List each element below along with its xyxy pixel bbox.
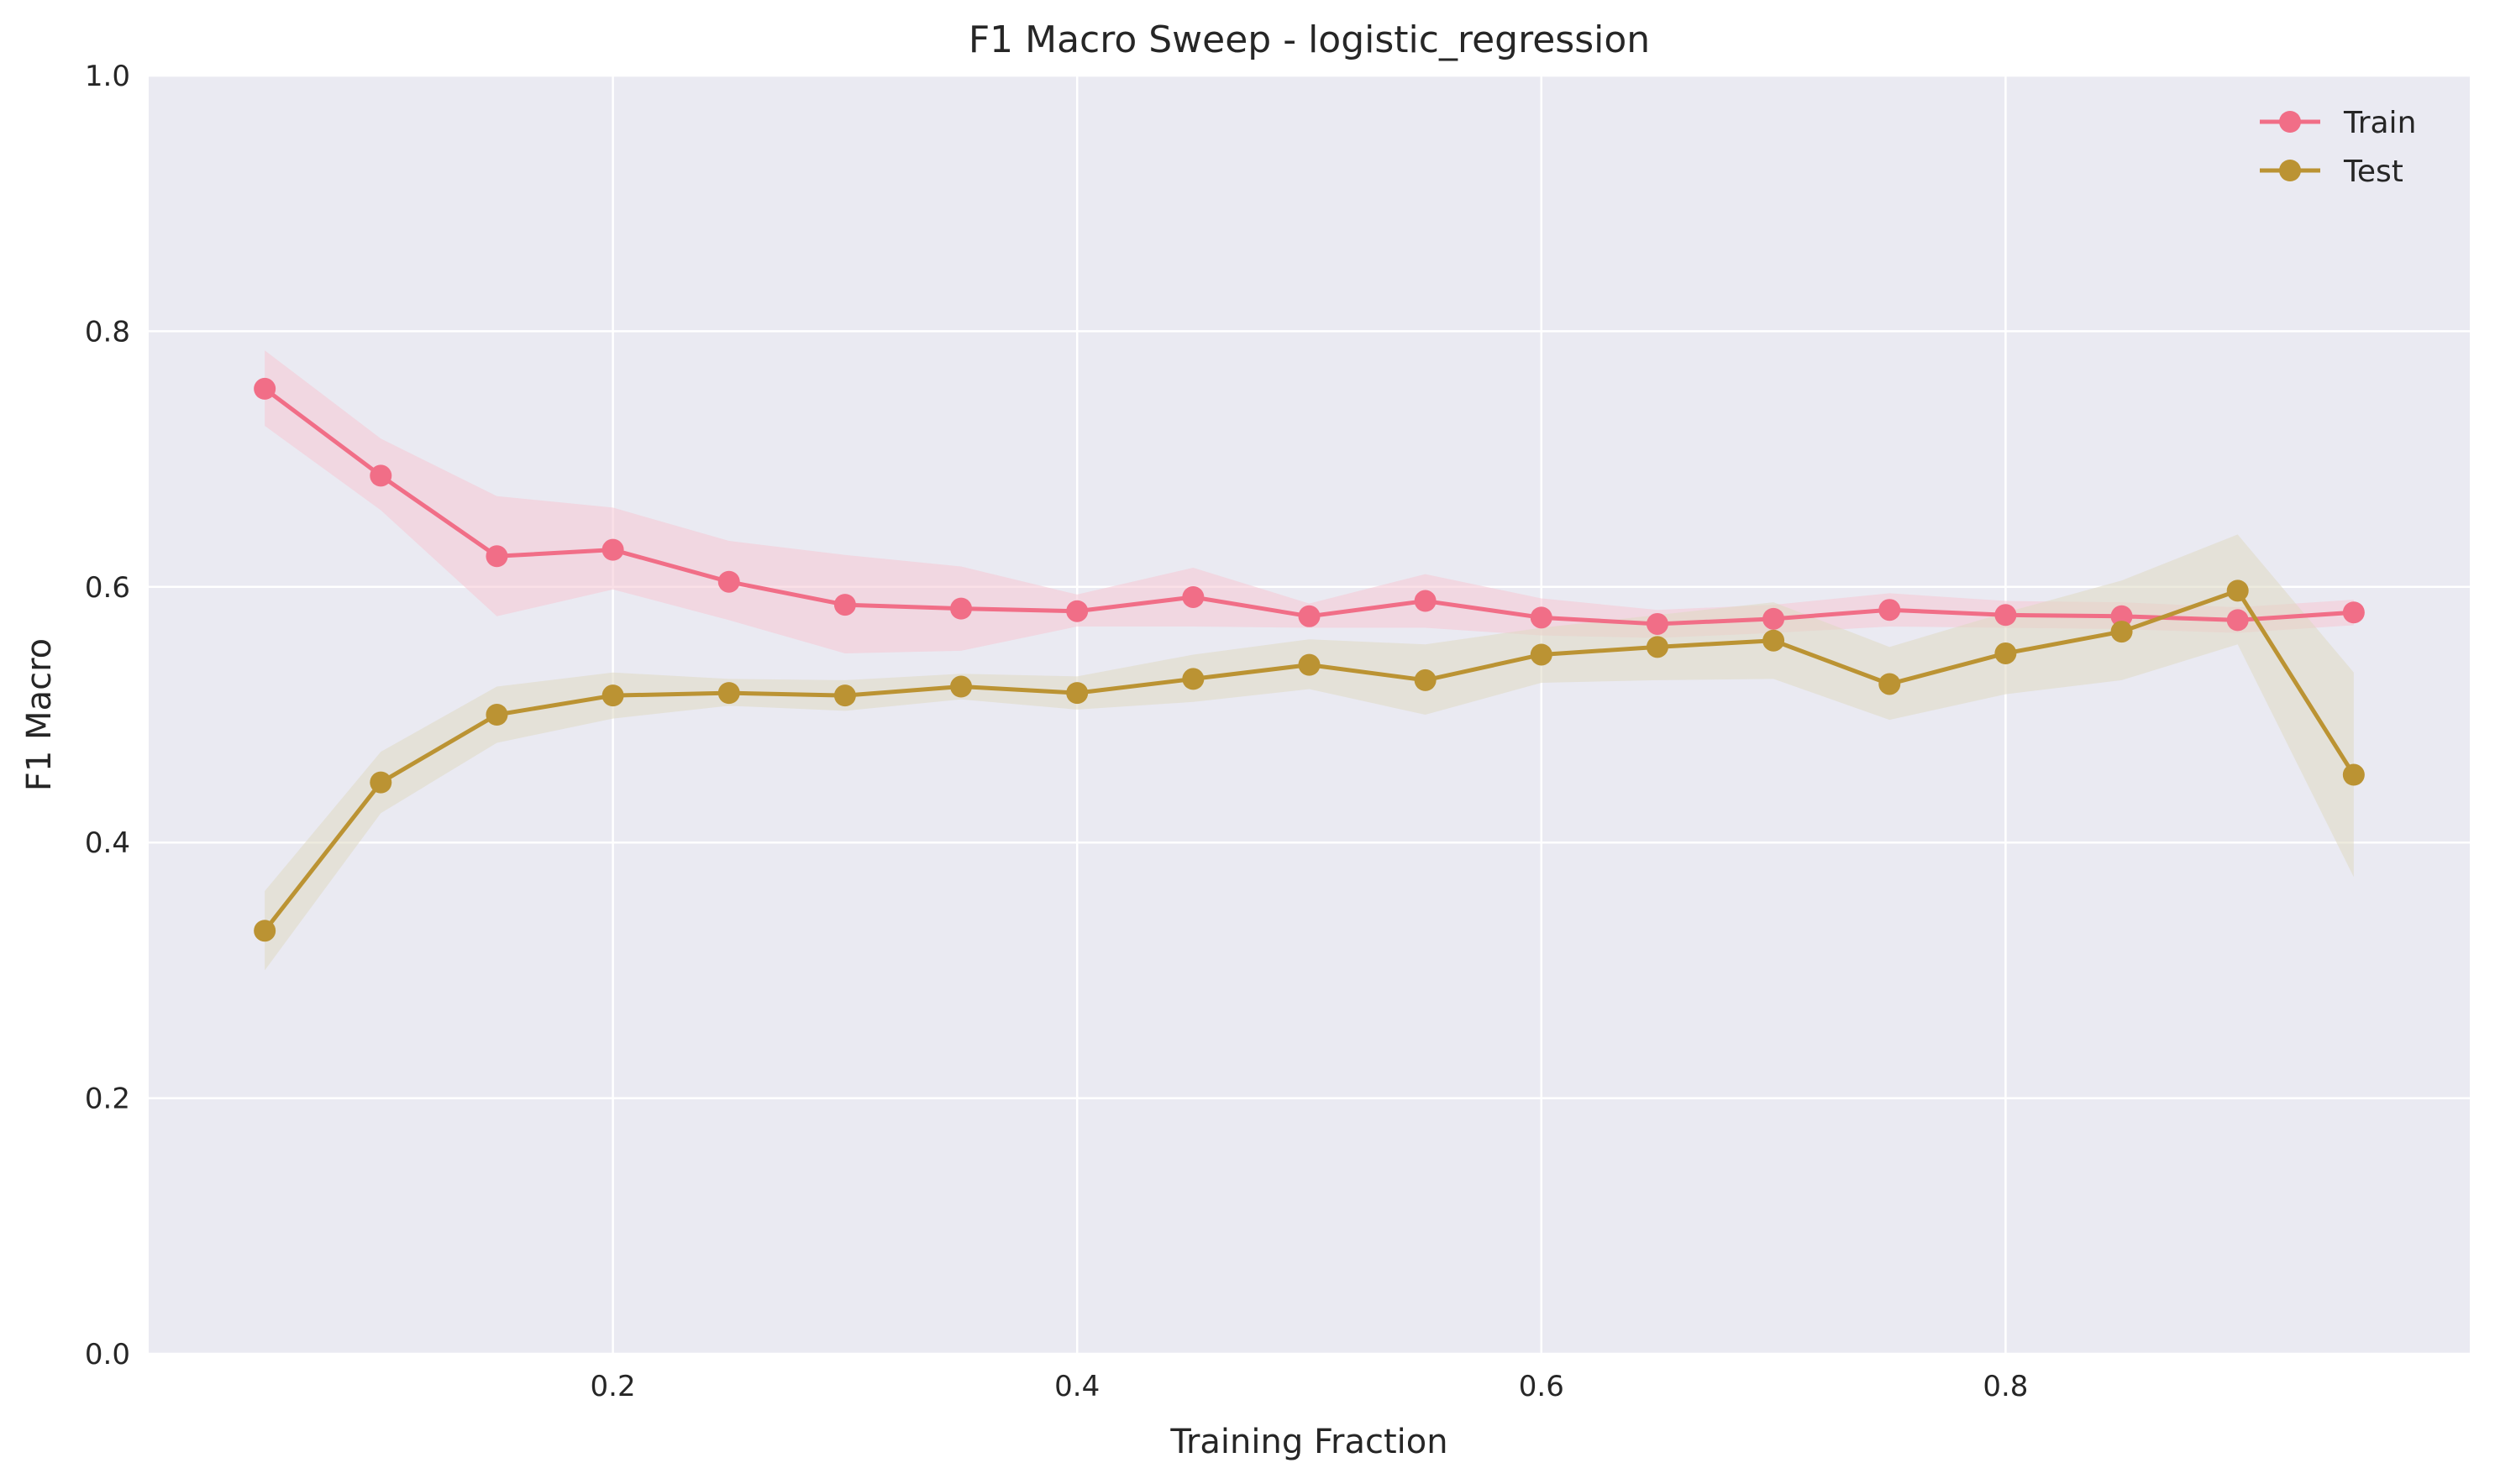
tick-labels: 0.0 0.2 0.4 0.6 0.8 1.0 0.2 0.4 0.6 0.8 [85, 60, 2029, 1403]
test-data-point [1994, 642, 2017, 664]
y-axis-title: F1 Macro [20, 638, 59, 791]
train-data-point [950, 597, 973, 620]
test-data-point [1066, 682, 1089, 705]
train-data-point [1994, 604, 2017, 627]
train-data-point [1066, 600, 1089, 622]
test-data-point [254, 920, 276, 942]
train-data-point [1762, 607, 1785, 630]
test-confidence-band [265, 534, 2354, 971]
test-data-point [2342, 763, 2365, 786]
y-tick-label: 0.8 [85, 315, 130, 349]
test-data-point [1878, 673, 1901, 695]
train-data-point [1530, 606, 1552, 629]
train-data-point [1878, 599, 1901, 621]
x-tick-label: 0.8 [1983, 1370, 2028, 1403]
test-data-point [1762, 629, 1785, 652]
y-tick-label: 0.4 [85, 826, 130, 860]
test-data-point [2110, 621, 2133, 643]
y-tick-label: 0.2 [85, 1083, 130, 1116]
series-lines [254, 377, 2365, 942]
test-data-point [486, 704, 508, 726]
test-data-point [1646, 636, 1668, 658]
test-legend-label: Test [2343, 155, 2403, 189]
test-data-point [833, 684, 856, 707]
y-tick-label: 0.0 [85, 1338, 130, 1371]
test-data-point [370, 771, 392, 794]
train-data-point [1646, 612, 1668, 635]
chart-title: F1 Macro Sweep - logistic_regression [969, 18, 1650, 61]
test-data-point [1182, 668, 1205, 690]
y-tick-label: 1.0 [85, 60, 130, 93]
train-data-point [486, 545, 508, 568]
train-data-point [717, 570, 740, 593]
test-legend-marker [2279, 160, 2301, 181]
test-data-point [601, 684, 624, 707]
train-data-point [2342, 601, 2365, 624]
train-data-point [2110, 605, 2133, 627]
train-legend-marker [2279, 111, 2301, 133]
test-data-point [950, 675, 973, 698]
test-data-point [1414, 669, 1437, 691]
train-data-point [1182, 585, 1205, 608]
test-data-point [1298, 653, 1321, 676]
confidence-bands [265, 350, 2354, 971]
x-tick-label: 0.2 [591, 1370, 636, 1403]
legend: Train Test [2260, 106, 2416, 189]
train-data-point [370, 464, 392, 487]
train-data-point [254, 377, 276, 400]
x-axis-title: Training Fraction [1169, 1423, 1447, 1461]
test-data-point [717, 682, 740, 705]
train-data-point [1414, 590, 1437, 612]
x-tick-label: 0.6 [1519, 1370, 1564, 1403]
test-data-point [1530, 643, 1552, 666]
train-confidence-band [265, 350, 2354, 653]
test-data-point [2226, 579, 2249, 602]
x-tick-label: 0.4 [1054, 1370, 1100, 1403]
train-legend-label: Train [2343, 106, 2416, 140]
train-data-point [833, 594, 856, 616]
train-data-point [601, 538, 624, 561]
train-data-point [1298, 605, 1321, 627]
y-tick-label: 0.6 [85, 571, 130, 605]
train-data-point [2226, 609, 2249, 632]
